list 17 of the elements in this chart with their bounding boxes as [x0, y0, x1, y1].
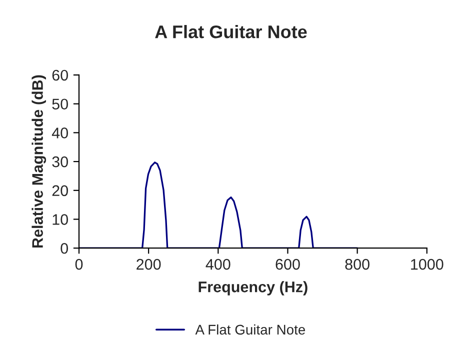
chart-title: A Flat Guitar Note — [155, 24, 307, 38]
x-tick-label: 600 — [276, 258, 300, 270]
y-tick-label: 50 — [52, 98, 68, 110]
y-axis-title: Relative Magnitude (dB) — [32, 75, 46, 248]
y-tick-label: 20 — [52, 185, 68, 196]
x-tick-label: 200 — [136, 258, 161, 270]
x-tick-label: 400 — [206, 258, 230, 270]
y-tick-label: 30 — [52, 156, 68, 168]
y-tick-label: 0 — [60, 242, 68, 254]
x-tick-label: 1000 — [411, 258, 444, 270]
y-tick-label: 60 — [52, 70, 68, 81]
x-tick-label: 0 — [75, 258, 83, 270]
x-axis-title: Frequency (Hz) — [198, 281, 308, 296]
x-tick-label: 800 — [345, 258, 370, 270]
legend-label: A Flat Guitar Note — [195, 324, 306, 335]
y-tick-label: 40 — [52, 128, 68, 138]
y-tick-label: 10 — [52, 214, 68, 225]
